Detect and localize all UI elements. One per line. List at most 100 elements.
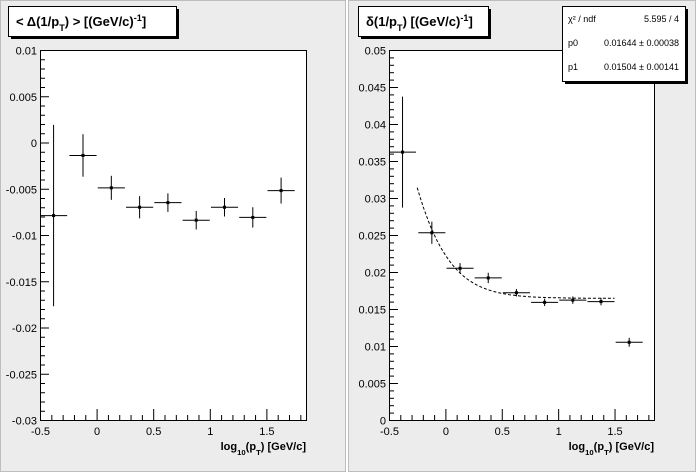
y-tick-label: 0.04 [365, 120, 386, 132]
y-tick-label: 0.005 [358, 379, 386, 391]
data-point [154, 193, 182, 212]
y-tick-label: -0.01 [12, 231, 37, 243]
x-tick-label: -0.5 [31, 426, 50, 438]
x-tick-label: 1 [556, 426, 562, 438]
data-point [267, 177, 295, 204]
y-tick-label: -0.005 [6, 184, 37, 196]
y-tick-label: -0.03 [12, 416, 37, 428]
title-box [358, 6, 489, 37]
chart-title-part: -1 [460, 13, 468, 23]
x-axis-label-part: log [569, 441, 586, 453]
data-point [587, 297, 615, 306]
point-marker [627, 340, 631, 344]
y-tick-label: 0.01 [365, 342, 386, 354]
stats-box [562, 6, 686, 82]
stat-value: 0.01644 ± 0.00038 [604, 38, 679, 48]
stat-value: 5.595 / 4 [644, 14, 679, 24]
stat-label: p1 [568, 62, 578, 72]
y-tick-label: 0.05 [365, 46, 386, 58]
x-axis-label-part: ) [GeV/c] [609, 441, 655, 453]
y-tick-label: 0 [380, 416, 386, 428]
x-tick-label: 0.5 [146, 426, 161, 438]
point-marker [599, 300, 603, 304]
chart-title: < Δ(1/pT) > [(GeV/c)-1] [16, 13, 146, 33]
point-marker [223, 205, 227, 209]
point-marker [486, 276, 490, 280]
point-marker [194, 218, 198, 222]
fit-curve [416, 187, 615, 299]
point-marker [571, 298, 575, 302]
x-tick-label: 1.5 [259, 426, 274, 438]
data-point [210, 198, 239, 217]
x-axis-label-part: log [221, 441, 238, 453]
x-axis-label-part: (p [246, 441, 257, 453]
stat-label: χ² / ndf [568, 14, 596, 24]
point-marker [109, 186, 113, 190]
y-tick-label: 0.015 [358, 305, 386, 317]
chart-title-part: T [59, 23, 65, 33]
point-marker [458, 266, 462, 270]
chart-title-part: ) > [(GeV/c) [65, 14, 134, 29]
x-axis-label-part: (p [594, 441, 605, 453]
point-marker [430, 231, 434, 235]
x-tick-label: 0 [443, 426, 449, 438]
y-tick-label: -0.025 [6, 369, 37, 381]
data-point [97, 175, 125, 200]
y-tick-label: 0.025 [358, 231, 386, 243]
x-tick-label: 0 [94, 426, 100, 438]
x-axis-label-part: T [604, 448, 609, 457]
chart-title-part: -1 [134, 13, 142, 23]
point-marker [166, 201, 170, 205]
x-axis-label-part: T [256, 448, 261, 457]
chart-1: -0.03 -0.025 -0.02 -0.015 -0.01 -0.005 0 0.005 0… [0, 0, 346, 472]
data-point [69, 134, 97, 177]
point-marker [401, 150, 405, 154]
chart-title-part: T [397, 23, 403, 33]
x-tick-label: 1.5 [607, 426, 622, 438]
data-point [531, 298, 559, 307]
y-tick-label: 0.02 [365, 268, 386, 280]
data-point [126, 196, 154, 219]
y-tick-label: 0.035 [358, 157, 386, 169]
x-axis-label: log10(pT) [GeV/c] [569, 441, 655, 457]
chart-title-part: < Δ(1/p [16, 14, 59, 29]
chart-title-part: ] [468, 14, 472, 29]
point-marker [514, 291, 518, 295]
x-tick-label: 1 [207, 426, 213, 438]
x-axis-label: log10(pT) [GeV/c] [221, 441, 307, 457]
point-marker [81, 153, 85, 157]
y-tick-label: 0.01 [16, 46, 37, 58]
point-marker [279, 189, 283, 193]
y-tick-label: -0.015 [6, 277, 37, 289]
data-point [389, 96, 417, 208]
stat-label: p0 [568, 38, 578, 48]
data-point [446, 263, 474, 274]
x-axis-label-part: 10 [585, 448, 594, 457]
data-point [418, 221, 446, 244]
stat-value: 0.01504 ± 0.00141 [604, 62, 679, 72]
point-marker [52, 214, 56, 218]
y-tick-label: 0.005 [9, 92, 37, 104]
x-tick-label: -0.5 [380, 426, 399, 438]
y-tick-label: 0 [31, 138, 37, 150]
data-point [40, 124, 68, 307]
chart-title: δ(1/pT) [(GeV/c)-1] [366, 13, 473, 33]
title-box [8, 6, 177, 37]
chart-title-part: ] [142, 14, 146, 29]
data-point [502, 289, 530, 297]
chart-title-part: δ(1/p [366, 14, 397, 29]
point-marker [251, 215, 255, 219]
data-point [615, 337, 643, 347]
x-axis-label-part: 10 [237, 448, 246, 457]
y-tick-label: 0.03 [365, 194, 386, 206]
data-point [559, 296, 587, 304]
data-point [474, 272, 502, 284]
point-marker [138, 205, 142, 209]
y-tick-label: 0.045 [358, 83, 386, 95]
x-axis-label-part: ) [GeV/c] [261, 441, 307, 453]
y-tick-label: -0.02 [12, 323, 37, 335]
data-point [182, 210, 210, 230]
chart-title-part: ) [(GeV/c) [403, 14, 461, 29]
